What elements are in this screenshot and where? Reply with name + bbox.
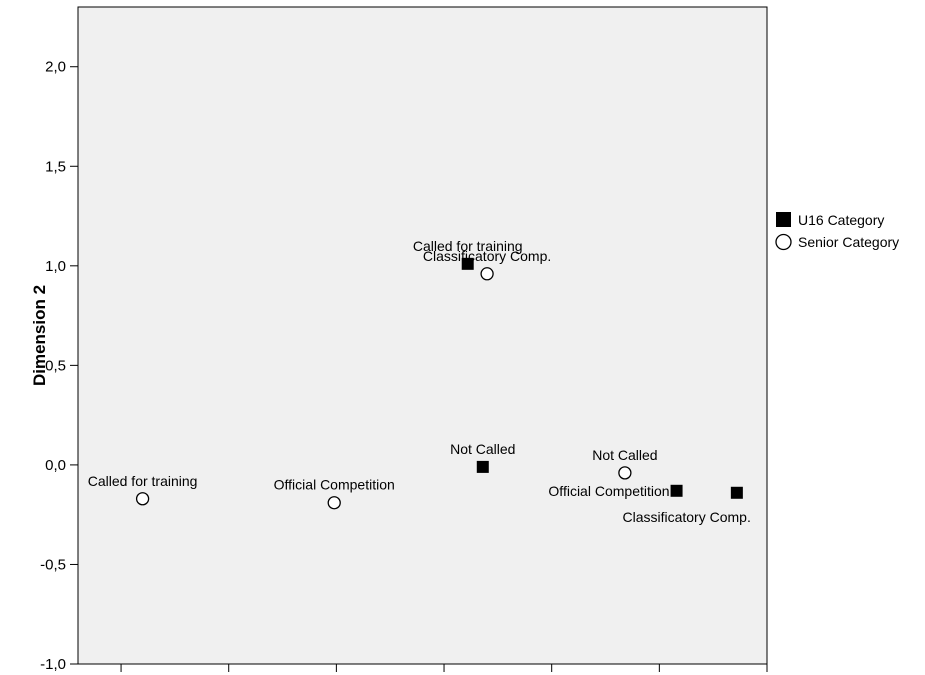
y-tick-label: 1,5 — [45, 158, 66, 175]
data-points: Called for training Not Called Official Co… — [88, 238, 751, 525]
legend: U16 Category Senior Category — [775, 212, 899, 251]
legend-label: Senior Category — [798, 234, 899, 250]
y-tick-label: 2,0 — [45, 59, 66, 76]
y-tick-label: 1,0 — [45, 258, 66, 275]
point-label: Official Competition — [274, 477, 395, 493]
point-label: Not Called — [450, 441, 515, 457]
senior-point — [480, 267, 494, 281]
senior-point — [618, 466, 632, 480]
point-label: Official Competition — [548, 483, 669, 499]
point-label: Classificatory Comp. — [423, 248, 551, 264]
y-tick-label: -1,0 — [40, 656, 66, 673]
point-label: Called for training — [413, 238, 523, 254]
plot-area — [77, 6, 768, 665]
legend-label: U16 Category — [798, 212, 884, 228]
u16-point — [476, 460, 489, 473]
legend-circle-icon — [775, 233, 792, 251]
senior-point — [327, 496, 341, 510]
u16-point — [670, 484, 683, 497]
u16-point — [461, 257, 474, 270]
u16-point — [730, 486, 743, 499]
y-axis-title: Dimension 2 — [30, 285, 49, 386]
y-tick-label: 0,5 — [45, 357, 66, 374]
y-tick-label: -0,5 — [40, 556, 66, 573]
senior-point — [135, 492, 150, 506]
point-label: Classificatory Comp. — [622, 509, 750, 525]
point-label: Not Called — [592, 447, 657, 463]
legend-square-icon — [776, 212, 791, 227]
point-label: Called for training — [88, 473, 198, 489]
x-axis — [120, 664, 768, 672]
y-axis: 2,0 1,5 1,0 0,5 0,0 -0,5 -1,0 — [40, 59, 78, 673]
y-tick-label: 0,0 — [45, 457, 66, 474]
